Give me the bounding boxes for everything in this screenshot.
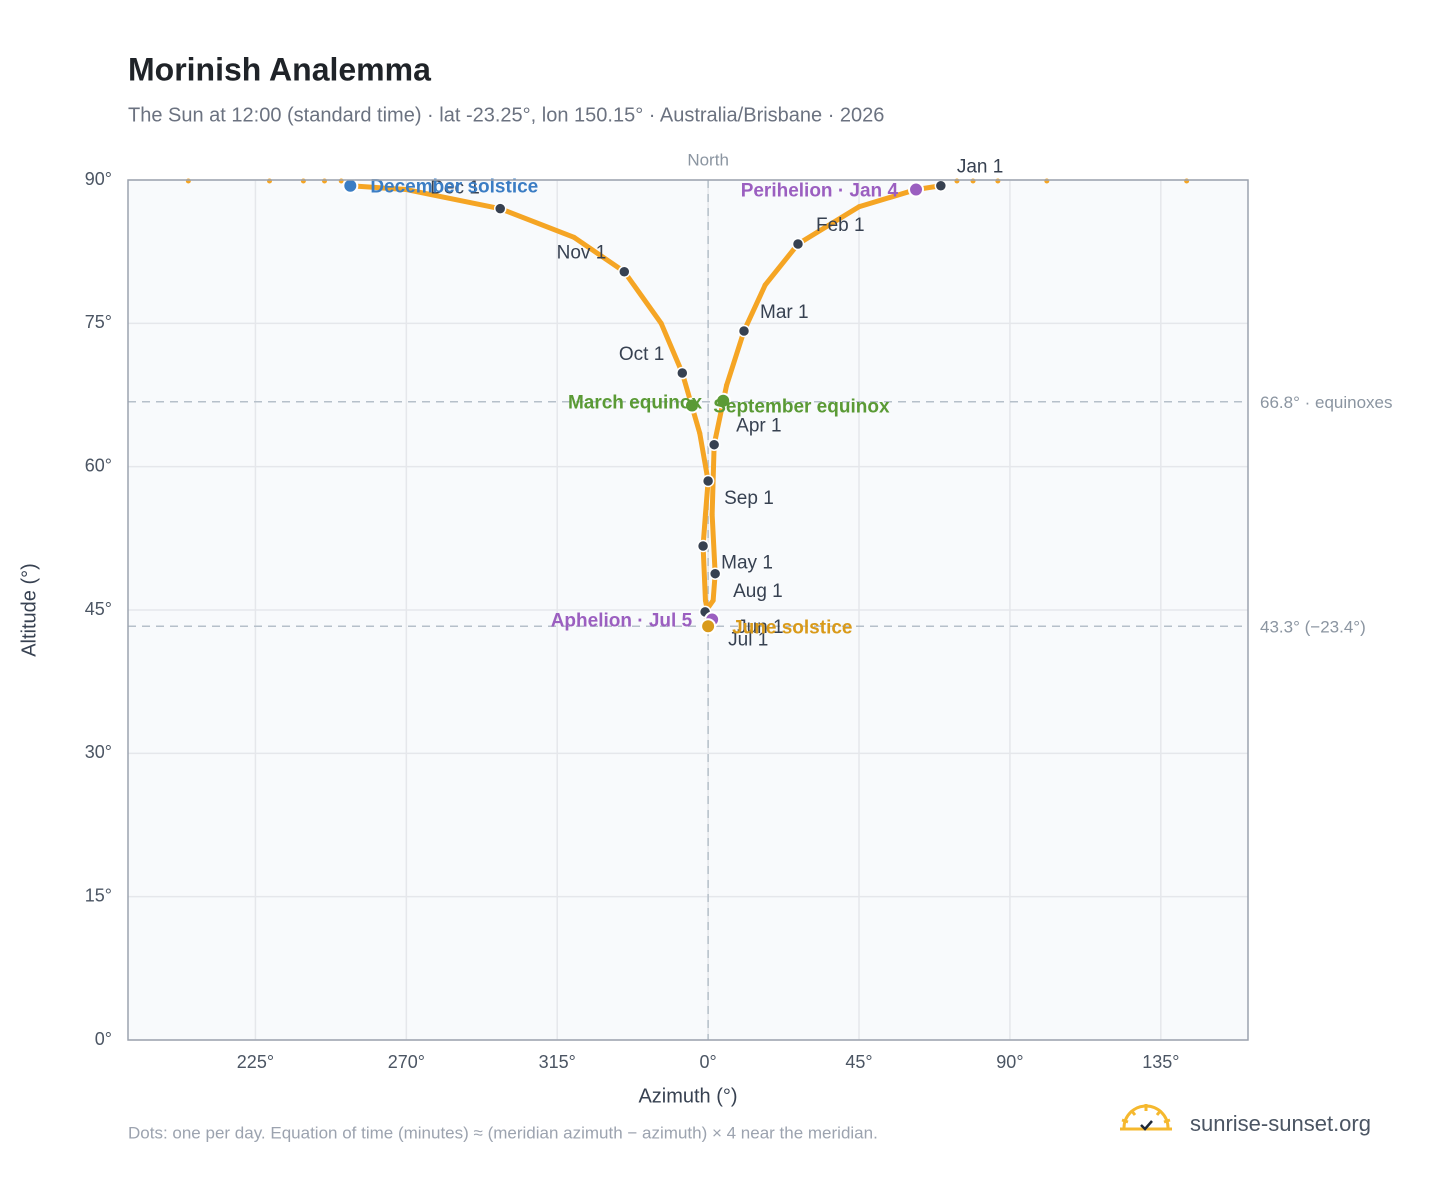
plot-frame bbox=[127, 179, 1249, 1041]
footnote: Dots: one per day. Equation of time (min… bbox=[128, 1123, 878, 1142]
day-dot bbox=[267, 178, 273, 184]
x-tick-label: 90° bbox=[996, 1052, 1023, 1072]
brand: sunrise-sunset.org bbox=[1190, 1111, 1371, 1136]
month-label: Nov 1 bbox=[557, 243, 607, 264]
month-marker bbox=[707, 438, 721, 451]
month-marker bbox=[737, 324, 751, 338]
event-marker bbox=[342, 177, 359, 194]
event-marker bbox=[715, 392, 732, 409]
month-marker bbox=[696, 539, 710, 553]
day-dot bbox=[697, 430, 703, 436]
event-marker bbox=[684, 397, 701, 414]
reference-label: 66.8° · equinoxes bbox=[1260, 393, 1393, 412]
x-tick-label: 45° bbox=[845, 1052, 872, 1072]
y-tick-label: 45° bbox=[85, 599, 112, 619]
x-tick-label: 225° bbox=[237, 1052, 274, 1072]
day-dot bbox=[762, 282, 768, 288]
day-dot bbox=[856, 204, 862, 210]
day-dot bbox=[970, 178, 976, 184]
day-dot bbox=[702, 597, 708, 603]
day-dot bbox=[724, 382, 730, 388]
day-dot bbox=[300, 178, 306, 184]
day-dot bbox=[403, 187, 409, 193]
event-marker bbox=[700, 618, 717, 635]
day-dot bbox=[322, 178, 328, 184]
month-marker bbox=[618, 265, 631, 278]
month-marker bbox=[791, 237, 805, 251]
month-marker bbox=[934, 179, 948, 192]
month-label: Mar 1 bbox=[760, 302, 809, 323]
y-tick-label: 15° bbox=[85, 885, 112, 905]
chart-subtitle: The Sun at 12:00 (standard time) · lat -… bbox=[128, 104, 884, 126]
month-label: Oct 1 bbox=[619, 344, 664, 365]
month-label: Jun 1 bbox=[737, 617, 783, 638]
x-axis-label: Azimuth (°) bbox=[638, 1085, 737, 1107]
y-axis-label: Altitude (°) bbox=[18, 563, 40, 657]
reference-label: 43.3° (−23.4°) bbox=[1260, 618, 1366, 637]
x-tick-label: 0° bbox=[700, 1052, 717, 1072]
x-tick-label: 135° bbox=[1142, 1052, 1179, 1072]
month-label: Jan 1 bbox=[957, 157, 1003, 178]
month-label: Feb 1 bbox=[816, 215, 865, 236]
event-label: Aphelion · Jul 5 bbox=[551, 611, 693, 632]
y-tick-label: 30° bbox=[85, 742, 112, 762]
y-tick-label: 0° bbox=[95, 1029, 112, 1049]
event-marker bbox=[908, 181, 925, 198]
month-label: Aug 1 bbox=[733, 581, 783, 602]
month-label: Apr 1 bbox=[736, 416, 781, 437]
event-label: September equinox bbox=[713, 397, 890, 418]
day-dot bbox=[1044, 178, 1050, 184]
month-marker bbox=[701, 474, 715, 488]
month-marker bbox=[493, 202, 507, 215]
day-dot bbox=[571, 234, 577, 240]
day-dot bbox=[995, 178, 1001, 184]
event-label: Perihelion · Jan 4 bbox=[741, 181, 899, 202]
day-dot bbox=[185, 178, 191, 184]
x-tick-label: 270° bbox=[388, 1052, 425, 1072]
month-label: Dec 1 bbox=[430, 178, 480, 199]
event-label: March equinox bbox=[568, 393, 703, 414]
y-tick-label: 75° bbox=[85, 312, 112, 332]
event-label: December solstice bbox=[370, 177, 538, 198]
north-label: North bbox=[687, 150, 729, 169]
month-label: Sep 1 bbox=[724, 488, 774, 509]
day-dot bbox=[1184, 178, 1190, 184]
day-dot bbox=[710, 597, 716, 603]
event-label: June solstice bbox=[732, 617, 852, 638]
day-dot bbox=[658, 320, 664, 326]
month-label: Jul 1 bbox=[728, 629, 768, 650]
brand-logo bbox=[1120, 1104, 1172, 1131]
month-marker bbox=[676, 366, 689, 380]
day-dot bbox=[954, 178, 960, 184]
y-tick-label: 90° bbox=[85, 169, 112, 189]
day-dot bbox=[709, 511, 715, 517]
chart-title: Morinish Analemma bbox=[128, 51, 431, 87]
month-label: May 1 bbox=[721, 553, 773, 574]
day-dot bbox=[702, 511, 708, 517]
y-tick-label: 60° bbox=[85, 455, 112, 475]
month-marker bbox=[708, 567, 722, 580]
x-tick-label: 315° bbox=[539, 1052, 576, 1072]
